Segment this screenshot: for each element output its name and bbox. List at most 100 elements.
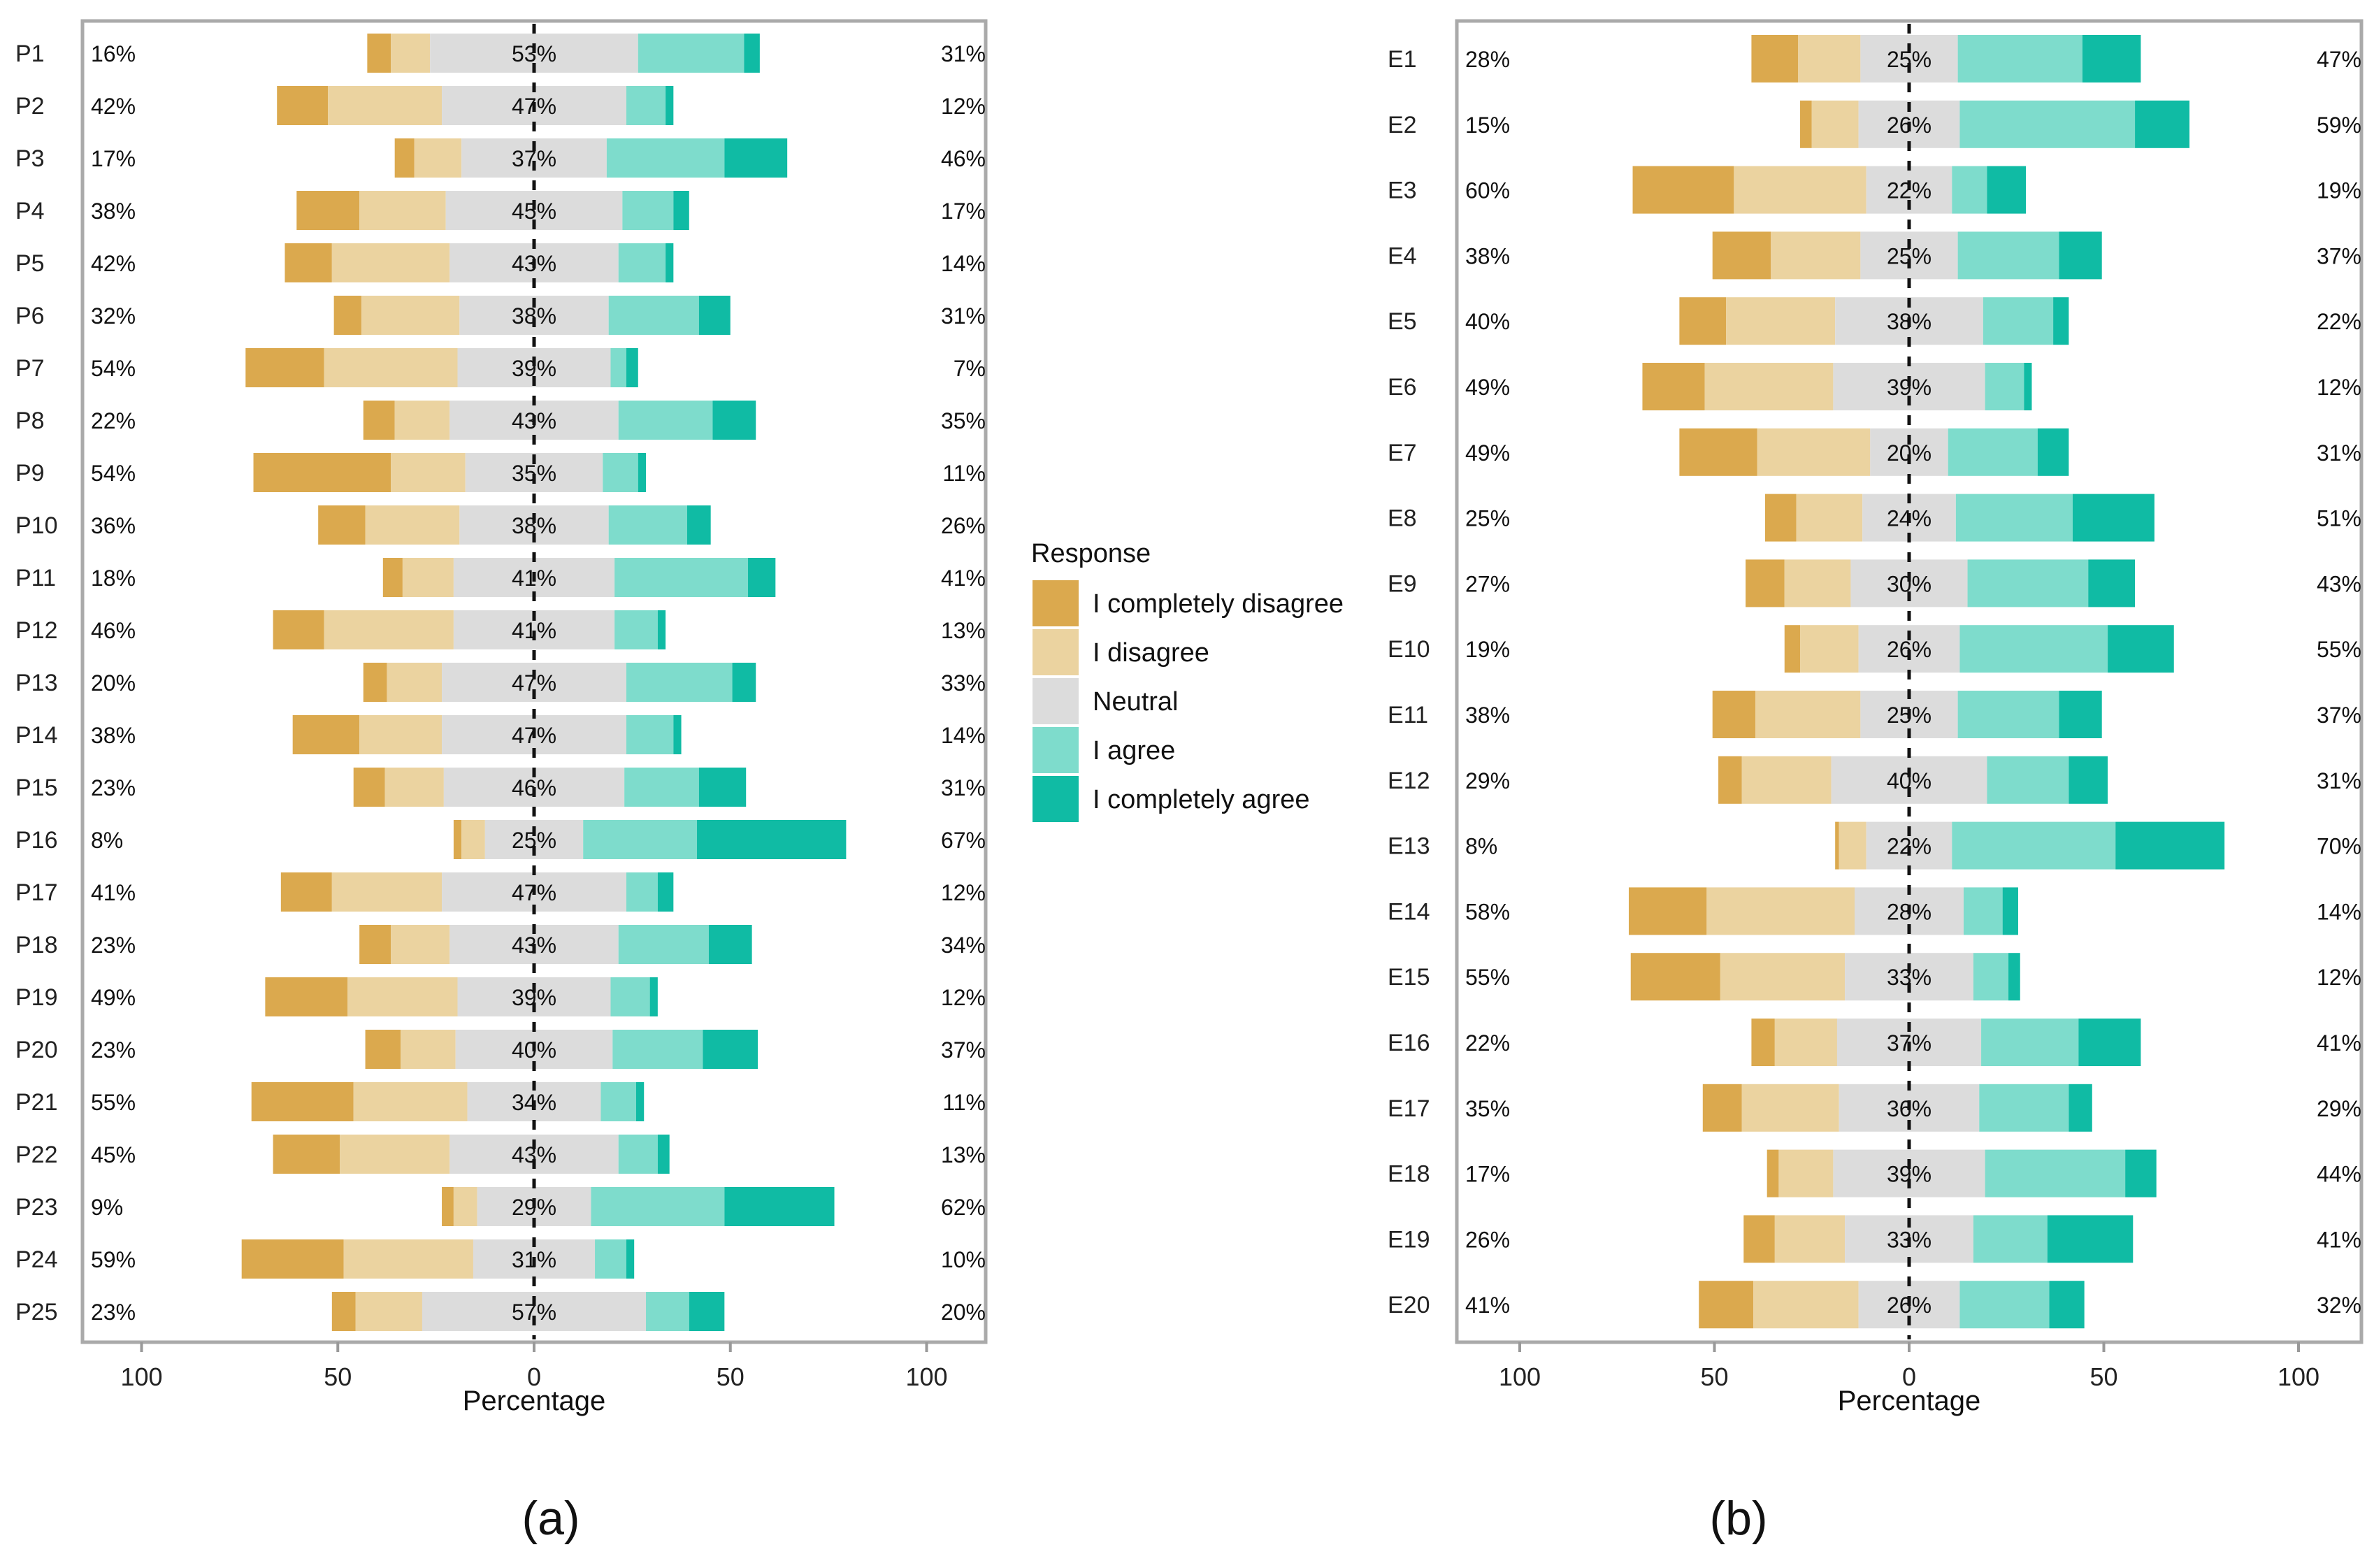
bar-segment bbox=[2047, 1215, 2134, 1263]
bar-segment bbox=[1796, 494, 1863, 542]
bar-segment bbox=[1712, 691, 1755, 738]
bar-segment bbox=[1957, 35, 2082, 82]
bar-segment bbox=[1957, 691, 2059, 738]
right-percent-label: 47% bbox=[2317, 47, 2361, 72]
right-percent-label: 32% bbox=[2317, 1293, 2361, 1318]
bar-segment bbox=[1753, 1281, 1859, 1329]
bar-segment bbox=[1952, 821, 2116, 870]
category-label: E5 bbox=[1388, 308, 1417, 335]
right-percent-label: 10% bbox=[941, 1247, 986, 1272]
left-percent-label: 58% bbox=[1465, 899, 1510, 924]
bar-segment bbox=[1712, 231, 1771, 280]
category-label: E4 bbox=[1388, 243, 1417, 269]
bar-segment bbox=[355, 1292, 422, 1331]
category-label: P25 bbox=[15, 1299, 58, 1325]
bar-segment bbox=[253, 453, 391, 492]
left-percent-label: 46% bbox=[91, 618, 136, 643]
bar-segment bbox=[610, 348, 626, 387]
bar-segment bbox=[1784, 559, 1851, 607]
right-percent-label: 29% bbox=[2317, 1096, 2361, 1121]
bar-segment bbox=[673, 715, 682, 754]
bar-segment bbox=[414, 138, 462, 178]
left-percent-label: 35% bbox=[1465, 1096, 1510, 1121]
category-label: P22 bbox=[15, 1142, 58, 1168]
right-percent-label: 31% bbox=[2317, 768, 2361, 793]
bar-segment bbox=[608, 296, 699, 335]
bar-segment bbox=[453, 1187, 477, 1226]
bar-segment bbox=[1751, 35, 1799, 82]
bar-segment bbox=[318, 505, 366, 545]
bar-segment bbox=[600, 1082, 636, 1121]
bar-segment bbox=[401, 1030, 456, 1069]
bar-segment bbox=[384, 768, 444, 807]
left-percent-label: 55% bbox=[1465, 965, 1510, 990]
left-percent-label: 23% bbox=[91, 933, 136, 958]
right-percent-label: 17% bbox=[941, 199, 986, 224]
right-percent-label: 55% bbox=[2317, 637, 2361, 662]
bar-segment bbox=[622, 191, 674, 230]
bar-segment bbox=[442, 1187, 454, 1226]
right-percent-label: 59% bbox=[2317, 113, 2361, 138]
bar-segment bbox=[1833, 1149, 1985, 1197]
bar-segment bbox=[703, 1030, 758, 1069]
bar-segment bbox=[331, 872, 443, 912]
legend-swatch bbox=[1033, 678, 1079, 724]
right-percent-label: 41% bbox=[2317, 1030, 2361, 1056]
bar-segment bbox=[626, 86, 666, 125]
left-percent-label: 45% bbox=[91, 1142, 136, 1167]
bar-segment bbox=[1741, 756, 1832, 804]
right-percent-label: 37% bbox=[941, 1037, 986, 1063]
right-percent-label: 19% bbox=[2317, 178, 2361, 203]
legend-item-label: I agree bbox=[1093, 736, 1175, 765]
bar-segment bbox=[1706, 887, 1855, 935]
category-label: P7 bbox=[15, 355, 45, 382]
left-percent-label: 42% bbox=[91, 94, 136, 119]
bar-segment bbox=[245, 348, 324, 387]
bar-segment bbox=[331, 1292, 356, 1331]
bar-segment bbox=[1628, 887, 1707, 935]
bar-segment bbox=[724, 1187, 835, 1226]
left-percent-label: 38% bbox=[1465, 243, 1510, 268]
bar-segment bbox=[367, 34, 391, 73]
legend: Response I completely disagree I disagree N… bbox=[1031, 539, 1344, 822]
bar-segment bbox=[391, 34, 431, 73]
bar-segment bbox=[1798, 35, 1861, 82]
right-percent-label: 46% bbox=[941, 146, 986, 171]
left-percent-label: 40% bbox=[1465, 309, 1510, 334]
right-percent-label: 34% bbox=[941, 933, 986, 958]
right-percent-label: 7% bbox=[954, 356, 986, 381]
bar-segment bbox=[673, 191, 689, 230]
bar-segment bbox=[333, 296, 361, 335]
bar-segment bbox=[712, 401, 756, 440]
bar-segment bbox=[689, 1292, 725, 1331]
bar-segment bbox=[363, 401, 395, 440]
left-percent-label: 32% bbox=[91, 303, 136, 329]
bar-segment bbox=[1720, 953, 1846, 1001]
bar-segment bbox=[461, 820, 485, 859]
legend-item-label: I completely agree bbox=[1093, 785, 1310, 814]
left-percent-label: 18% bbox=[91, 566, 136, 591]
bar-segment bbox=[638, 34, 744, 73]
bar-segment bbox=[1743, 1215, 1775, 1263]
bar-segment bbox=[2108, 625, 2174, 673]
bar-segment bbox=[1718, 756, 1742, 804]
category-label: P5 bbox=[15, 250, 45, 277]
bar-segment bbox=[1734, 166, 1866, 214]
category-label: P6 bbox=[15, 303, 45, 329]
left-percent-label: 49% bbox=[1465, 440, 1510, 466]
right-percent-label: 31% bbox=[2317, 440, 2361, 466]
bar-segment bbox=[595, 1239, 626, 1279]
right-percent-label: 12% bbox=[2317, 965, 2361, 990]
bar-segment bbox=[626, 1239, 635, 1279]
x-tick-label: 50 bbox=[2089, 1362, 2117, 1391]
bar-segment bbox=[277, 86, 329, 125]
bar-segment bbox=[649, 977, 658, 1016]
bar-segment bbox=[1642, 363, 1705, 410]
bar-segment bbox=[686, 505, 711, 545]
bar-segment bbox=[1630, 953, 1720, 1001]
bar-segment bbox=[657, 872, 674, 912]
category-label: P3 bbox=[15, 145, 45, 172]
right-percent-label: 44% bbox=[2317, 1162, 2361, 1187]
right-percent-label: 31% bbox=[941, 41, 986, 66]
